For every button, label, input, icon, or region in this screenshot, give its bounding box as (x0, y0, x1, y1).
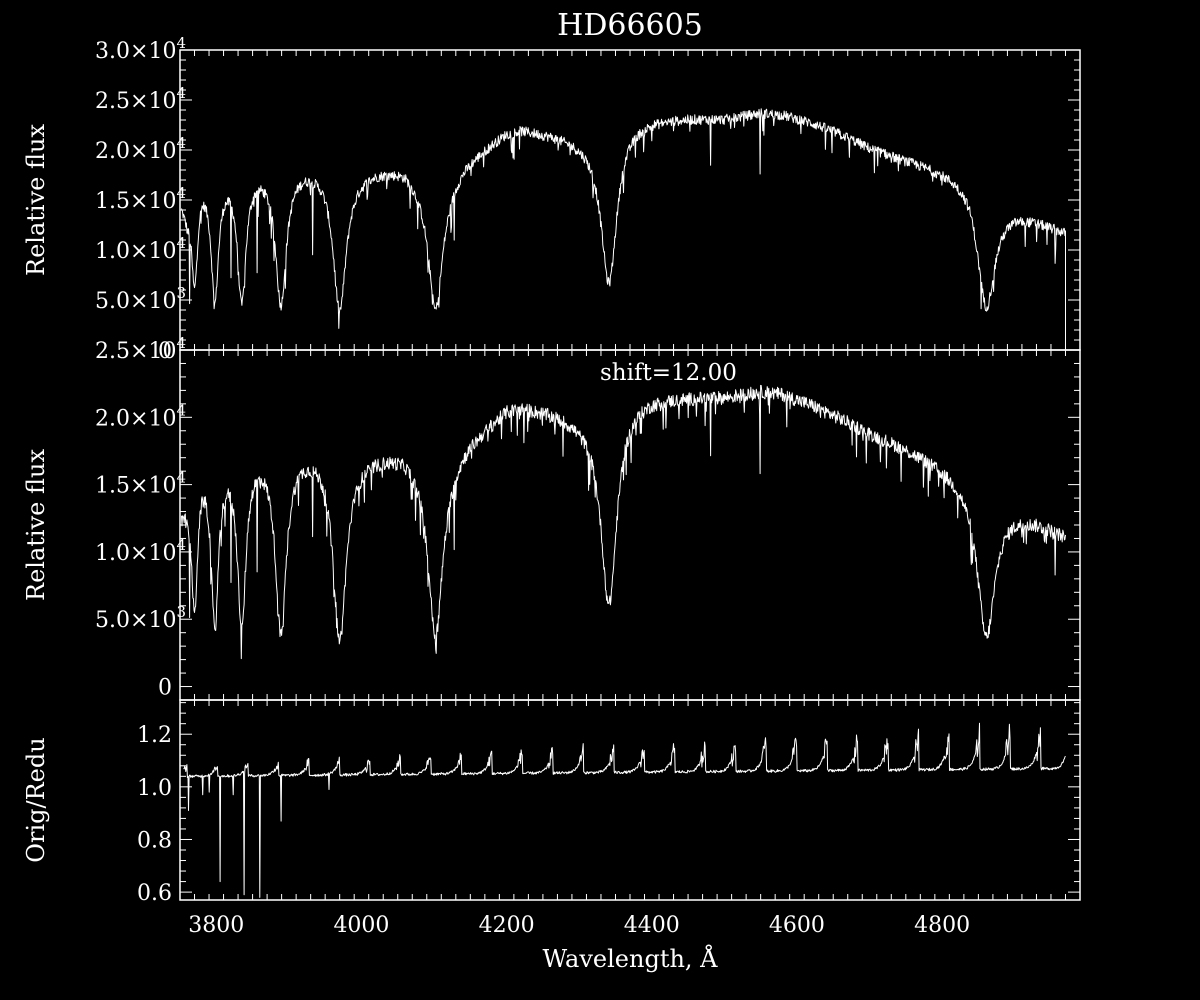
x-tick-label: 4400 (624, 913, 680, 938)
y-tick-label: 2.0×104 (95, 134, 186, 164)
y-tick-label: 1.5×104 (95, 184, 186, 214)
panel-bottom-ratio: 0.6 0.8 1.0 1.2 Orig/Redu 3800 4000 4200 4400 460… (22, 699, 1081, 938)
x-axis-label: Wavelength, Å (542, 944, 718, 973)
x-tick-label: 4800 (914, 913, 970, 938)
y-tick-label: 0.8 (137, 828, 172, 853)
y-tick-label: 1.0 (137, 776, 172, 801)
x-tick-label: 4600 (769, 913, 825, 938)
y-axis-label: Orig/Redu (22, 737, 50, 862)
y-tick-label: 0 (158, 676, 172, 701)
spectrum-series-line (181, 384, 1066, 660)
y-tick-label: 2.0×104 (95, 401, 186, 431)
y-tick-label: 5.0×103 (95, 603, 186, 633)
y-tick-label: 1.2 (137, 723, 172, 748)
y-tick-label: 1.0×104 (95, 536, 186, 566)
y-tick-label: 2.5×104 (95, 84, 186, 114)
y-tick-label: 2.5×104 (95, 334, 186, 364)
y-tick-label: 1.0×104 (95, 234, 186, 264)
x-tick-label: 4000 (333, 913, 389, 938)
y-tick-label: 1.5×104 (95, 469, 186, 499)
y-axis-label: Relative flux (22, 449, 50, 601)
shift-annotation: shift=12.00 (600, 360, 737, 386)
y-tick-label: 3.0×104 (95, 34, 186, 64)
y-tick-label: 0.6 (137, 881, 172, 906)
spectrum-series-line (183, 722, 1066, 898)
y-axis-label: Relative flux (22, 124, 50, 276)
figure-title: HD66605 (557, 8, 703, 43)
spectrum-series-line (181, 108, 1066, 350)
panel-middle-flux: 0 5.0×103 1.0×104 1.5×104 2.0×104 2.5×104 Rela… (22, 334, 1081, 701)
panel-top-flux: 0 5.0×103 1.0×104 1.5×104 2.0×104 2.5×104 3.0×… (22, 34, 1081, 364)
x-tick-label: 3800 (188, 913, 244, 938)
y-tick-label: 0 (158, 339, 172, 364)
y-tick-label: 5.0×103 (95, 284, 186, 314)
x-tick-label: 4200 (479, 913, 535, 938)
